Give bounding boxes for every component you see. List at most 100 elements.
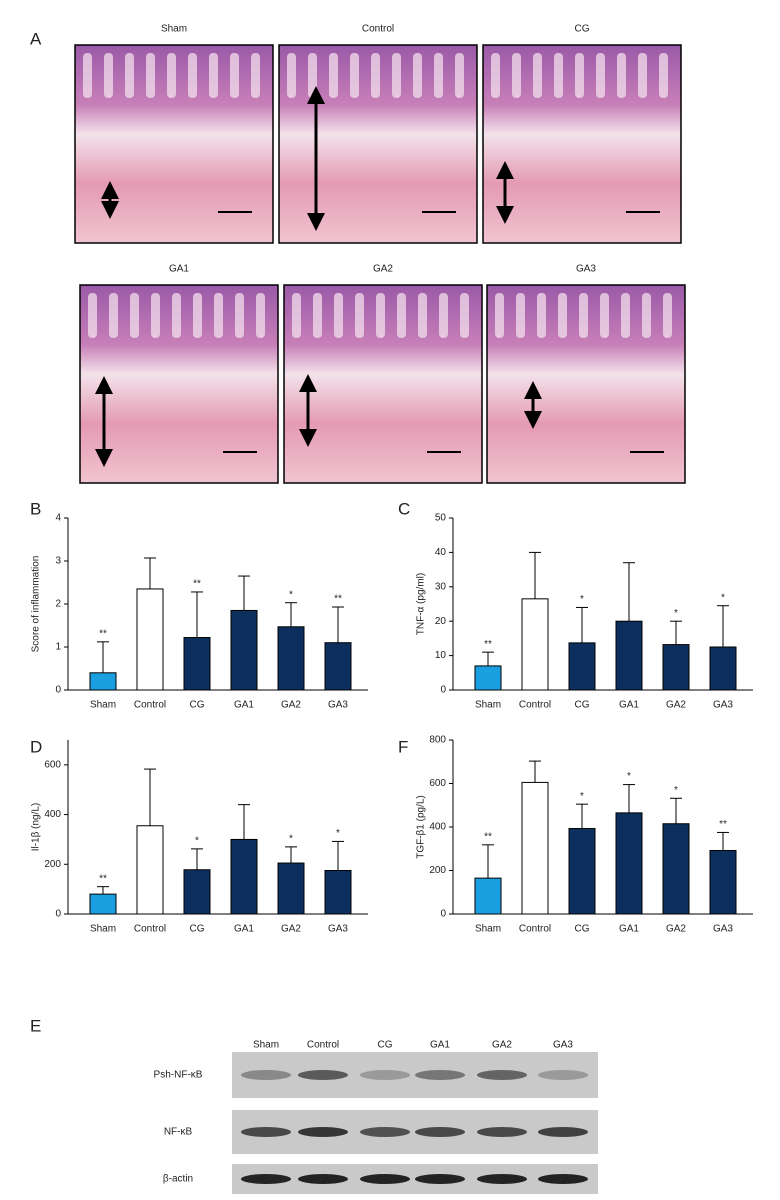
- x-tick-label: GA2: [666, 700, 686, 711]
- crypt: [287, 53, 296, 98]
- panel-label: B: [30, 499, 41, 518]
- crypt: [292, 293, 301, 338]
- bar: [230, 609, 258, 691]
- y-tick-label: 50: [435, 513, 447, 524]
- crypt: [230, 53, 239, 98]
- bar: [568, 642, 596, 691]
- x-tick-label: Control: [134, 924, 166, 935]
- bar: [615, 620, 643, 691]
- significance: *: [289, 589, 293, 600]
- y-axis-title: TNF-α (pg/ml): [416, 573, 427, 635]
- y-axis-title: TGF-β1 (pg/L): [416, 795, 427, 859]
- significance: *: [580, 791, 584, 802]
- crypt: [491, 53, 500, 98]
- bar: [277, 626, 305, 691]
- crypt: [334, 293, 343, 338]
- bar: [568, 828, 596, 915]
- y-tick-label: 20: [435, 616, 447, 627]
- crypt: [460, 293, 469, 338]
- y-tick-label: 0: [55, 909, 61, 920]
- crypt: [172, 293, 181, 338]
- bar: [89, 893, 117, 915]
- bar: [277, 862, 305, 915]
- y-tick-label: 600: [44, 759, 61, 770]
- crypt: [308, 53, 317, 98]
- crypt: [371, 53, 380, 98]
- crypt: [596, 53, 605, 98]
- bar: [709, 849, 737, 915]
- panel-label: E: [30, 1016, 41, 1035]
- crypt: [558, 293, 567, 338]
- bar: [183, 637, 211, 691]
- band: [360, 1127, 410, 1137]
- significance: *: [627, 771, 631, 782]
- x-tick-label: GA1: [619, 700, 639, 711]
- x-tick-label: GA3: [713, 924, 733, 935]
- x-tick-label: Control: [134, 700, 166, 711]
- x-tick-label: Sham: [475, 924, 501, 935]
- significance: *: [336, 828, 340, 839]
- x-tick-label: CG: [190, 700, 205, 711]
- crypt: [617, 53, 626, 98]
- crypt: [104, 53, 113, 98]
- band: [415, 1174, 465, 1184]
- significance: **: [719, 819, 727, 830]
- crypt: [209, 53, 218, 98]
- y-tick-label: 0: [55, 685, 61, 696]
- x-tick-label: Sham: [90, 924, 116, 935]
- band: [241, 1127, 291, 1137]
- band: [360, 1070, 410, 1080]
- crypt: [350, 53, 359, 98]
- crypt: [355, 293, 364, 338]
- band: [538, 1174, 588, 1184]
- x-tick-label: GA2: [281, 924, 301, 935]
- x-tick-label: GA1: [234, 924, 254, 935]
- bar: [89, 672, 117, 691]
- significance: **: [193, 579, 201, 590]
- crypt: [151, 293, 160, 338]
- x-tick-label: Sham: [475, 700, 501, 711]
- crypt: [214, 293, 223, 338]
- y-tick-label: 400: [429, 822, 446, 833]
- y-axis-title: Score of inflammation: [31, 556, 42, 653]
- x-tick-label: CG: [190, 924, 205, 935]
- y-tick-label: 3: [55, 556, 61, 567]
- crypt: [256, 293, 265, 338]
- significance: **: [484, 639, 492, 650]
- bar: [230, 838, 258, 915]
- band: [298, 1174, 348, 1184]
- y-tick-label: 0: [440, 685, 446, 696]
- y-tick-label: 40: [435, 547, 447, 558]
- image-label: CG: [575, 24, 590, 35]
- crypt: [537, 293, 546, 338]
- row-label: NF-κB: [164, 1127, 193, 1138]
- image-label: GA1: [169, 264, 189, 275]
- bar: [183, 869, 211, 915]
- band: [360, 1174, 410, 1184]
- x-tick-label: GA3: [713, 700, 733, 711]
- crypt: [392, 53, 401, 98]
- x-tick-label: GA3: [328, 924, 348, 935]
- bar: [474, 665, 502, 691]
- crypt: [146, 53, 155, 98]
- bar: [136, 588, 164, 691]
- band: [477, 1174, 527, 1184]
- y-tick-label: 200: [429, 865, 446, 876]
- x-tick-label: Sham: [90, 700, 116, 711]
- y-axis-title: Il-1β (ng/L): [31, 803, 42, 852]
- band: [415, 1127, 465, 1137]
- crypt: [235, 293, 244, 338]
- crypt: [600, 293, 609, 338]
- crypt: [125, 53, 134, 98]
- y-tick-label: 10: [435, 650, 447, 661]
- crypt: [109, 293, 118, 338]
- x-tick-label: GA1: [619, 924, 639, 935]
- band: [538, 1127, 588, 1137]
- crypt: [376, 293, 385, 338]
- significance: **: [334, 594, 342, 605]
- bar: [521, 781, 549, 915]
- band: [477, 1070, 527, 1080]
- crypt: [329, 53, 338, 98]
- crypt: [83, 53, 92, 98]
- x-tick-label: CG: [575, 924, 590, 935]
